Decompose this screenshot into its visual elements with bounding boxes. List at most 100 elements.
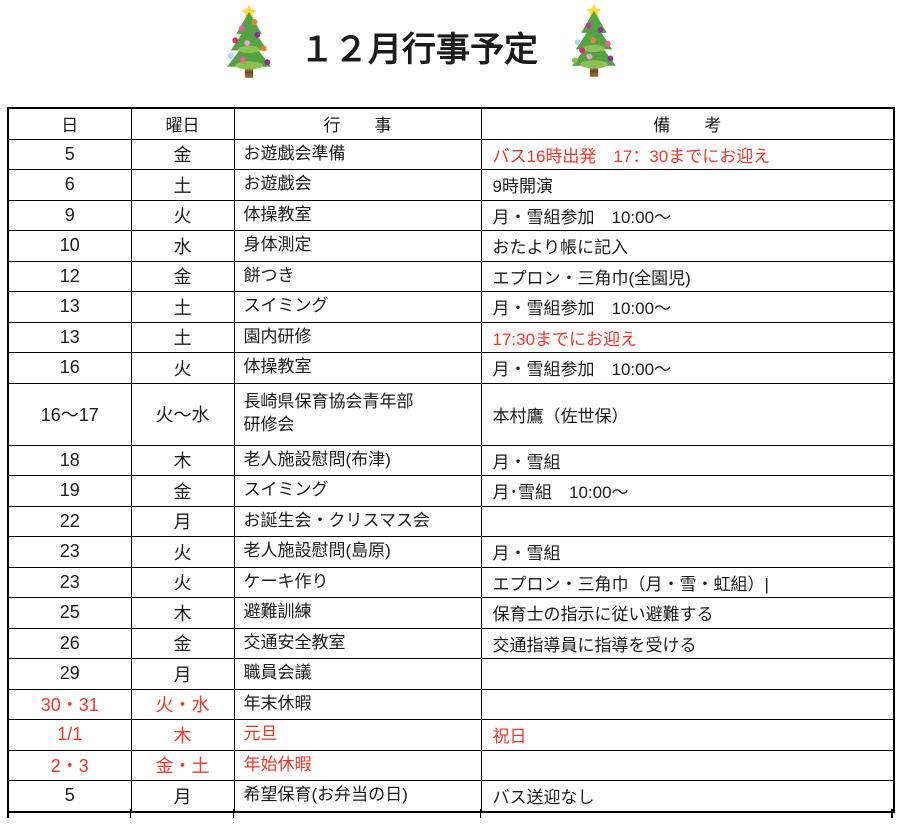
schedule-table-header: 日 曜日 行 事 備 考 — [7, 107, 895, 140]
cell-day: 23 — [7, 536, 132, 568]
table-continuation-stub — [233, 809, 234, 818]
table-row: 23 火ケーキ作り エプロン・三角巾（月・雪・虹組）| — [7, 566, 895, 598]
cell-event: 避難訓練 — [233, 597, 482, 629]
page-title: １２月行事予定 — [300, 31, 538, 69]
cell-day: 25 — [7, 597, 132, 629]
cell-weekday: 金・土 — [130, 749, 235, 781]
cell-note — [480, 688, 895, 720]
cell-note: 本村鷹（佐世保） — [480, 382, 895, 446]
cell-event: 老人施設慰問(島原) — [233, 536, 482, 568]
cell-event: 体操教室 — [233, 199, 482, 231]
cell-event: 元旦 — [233, 719, 482, 751]
cell-event: スイミング — [233, 291, 482, 323]
cell-event: お誕生会・クリスマス会 — [233, 505, 482, 537]
cell-note: 月・雪組参加 10:00～ — [480, 291, 895, 323]
table-row: 9 火体操教室 月・雪組参加 10:00～ — [7, 199, 895, 231]
page-header: １２月行事予定 — [0, 0, 900, 100]
cell-event: お遊戯会 — [233, 169, 482, 201]
cell-note: 月・雪組 — [480, 444, 895, 476]
table-row: 10 水身体測定 おたより帳に記入 — [7, 230, 895, 262]
cell-note — [480, 749, 895, 781]
cell-note: 保育士の指示に従い避難する — [480, 597, 895, 629]
cell-weekday: 木 — [130, 597, 235, 629]
table-row: 12 金餅つき エプロン・三角巾(全園児) — [7, 260, 895, 292]
cell-day: 10 — [7, 230, 132, 262]
table-row: 5 月希望保育(お弁当の日) バス送迎なし — [7, 780, 895, 812]
cell-weekday: 月 — [130, 780, 235, 812]
cell-day: 6 — [7, 169, 132, 201]
cell-weekday: 木 — [130, 444, 235, 476]
cell-weekday: 土 — [130, 291, 235, 323]
cell-event: ケーキ作り — [233, 566, 482, 598]
cell-note: バス送迎なし — [480, 780, 895, 812]
cell-note: 月・雪組参加 10:00～ — [480, 352, 895, 384]
cell-note: おたより帳に記入 — [480, 230, 895, 262]
table-row: 13 土スイミング 月・雪組参加 10:00～ — [7, 291, 895, 323]
table-continuation-stub — [480, 809, 481, 818]
cell-weekday: 月 — [130, 658, 235, 690]
cell-weekday: 月 — [130, 505, 235, 537]
cell-day: 13 — [7, 321, 132, 353]
header-row: 日 曜日 行 事 備 考 — [7, 107, 895, 140]
schedule-table-body: 5 金お遊戯会準備 バス16時出発 17：30までにお迎え 6 土お遊戯会 9時開演 9 火体… — [7, 138, 895, 812]
cell-event: 職員会議 — [233, 658, 482, 690]
table-row: 5 金お遊戯会準備 バス16時出発 17：30までにお迎え — [7, 138, 895, 170]
cell-day: 22 — [7, 505, 132, 537]
cell-note: 月・雪組参加 10:00～ — [480, 199, 895, 231]
cell-note: 9時開演 — [480, 169, 895, 201]
cell-day: 9 — [7, 199, 132, 231]
cell-event: 長崎県保育協会青年部 研修会 — [233, 382, 482, 446]
cell-weekday: 金 — [130, 475, 235, 507]
header-event: 行 事 — [233, 107, 482, 140]
cell-note: 月・雪組 — [480, 536, 895, 568]
cell-event: 園内研修 — [233, 321, 482, 353]
cell-note: 祝日 — [480, 719, 895, 751]
cell-weekday: 金 — [130, 138, 235, 170]
cell-weekday: 木 — [130, 719, 235, 751]
cell-weekday: 土 — [130, 321, 235, 353]
table-row: 13 土園内研修 17:30までにお迎え — [7, 321, 895, 353]
cell-day: 2・3 — [7, 749, 132, 781]
cell-event: 交通安全教室 — [233, 627, 482, 659]
cell-weekday: 火・水 — [130, 688, 235, 720]
cell-note: 月･雪組 10:00～ — [480, 475, 895, 507]
cell-event: 餅つき — [233, 260, 482, 292]
cell-day: 30・31 — [7, 688, 132, 720]
table-continuation-stub — [891, 809, 893, 818]
cell-event: 身体測定 — [233, 230, 482, 262]
cell-day: 16～17 — [7, 382, 132, 446]
cell-event: 年末休暇 — [233, 688, 482, 720]
table-row: 16～17 火～水 長崎県保育協会青年部 研修会 本村鷹（佐世保） — [7, 382, 895, 446]
table-row: 29 月職員会議 — [7, 658, 895, 690]
cell-weekday: 金 — [130, 627, 235, 659]
header-weekday: 曜日 — [130, 107, 235, 140]
table-row: 2・3 金・土 年始休暇 — [7, 749, 895, 781]
cell-note — [480, 658, 895, 690]
table-row: 18 木老人施設慰問(布津) 月・雪組 — [7, 444, 895, 476]
cell-weekday: 火 — [130, 566, 235, 598]
cell-day: 5 — [7, 138, 132, 170]
cell-note — [480, 505, 895, 537]
cell-day: 19 — [7, 475, 132, 507]
cell-note: バス16時出発 17：30までにお迎え — [480, 138, 895, 170]
cell-day: 18 — [7, 444, 132, 476]
cell-weekday: 水 — [130, 230, 235, 262]
table-row: 1/1 木元旦 祝日 — [7, 719, 895, 751]
table-continuation-stub — [130, 809, 131, 818]
table-row: 19 金スイミング 月･雪組 10:00～ — [7, 475, 895, 507]
header-day: 日 — [7, 107, 132, 140]
cell-day: 1/1 — [7, 719, 132, 751]
cell-day: 16 — [7, 352, 132, 384]
cell-event: 老人施設慰問(布津) — [233, 444, 482, 476]
table-row: 16 火体操教室 月・雪組参加 10:00～ — [7, 352, 895, 384]
christmas-tree-icon — [571, 3, 616, 77]
cell-event: お遊戯会準備 — [233, 138, 482, 170]
christmas-tree-icon — [227, 4, 271, 78]
table-row: 22 月お誕生会・クリスマス会 — [7, 505, 895, 537]
cell-day: 29 — [7, 658, 132, 690]
cell-day: 5 — [7, 780, 132, 812]
cell-weekday: 土 — [130, 169, 235, 201]
cell-day: 12 — [7, 260, 132, 292]
cell-weekday: 火 — [130, 199, 235, 231]
